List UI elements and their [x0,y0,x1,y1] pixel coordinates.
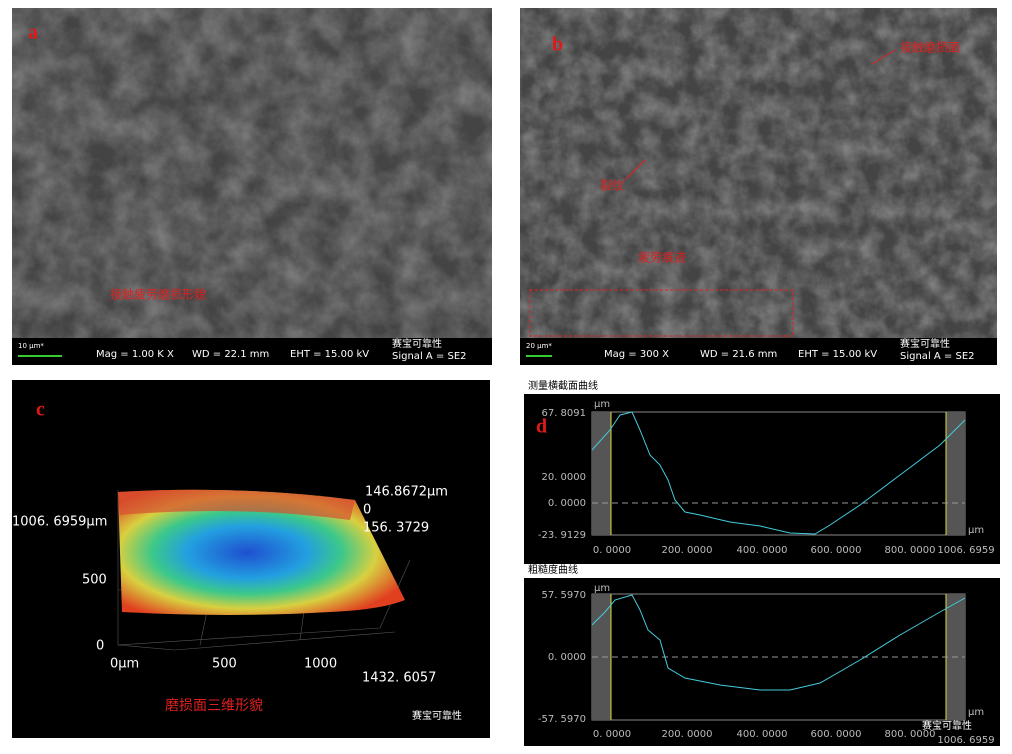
axis-label: 0 [363,503,371,518]
x-tick-label: 800. 0000 [885,545,936,556]
axis-label: 0 [96,639,104,654]
panel-letter: b [552,34,563,56]
plot-title: 测量横截面曲线 [528,379,598,392]
x-tick-label: 800. 0000 [885,729,936,740]
highlight-box [529,289,794,337]
watermark: 赛宝可靠性 [392,337,442,350]
x-tick-label: 200. 0000 [662,729,713,740]
shade [592,594,611,720]
panel-c: c 146.8672µm 0 156. 3729 1006. 6959µm 50… [12,380,490,738]
panel-a: a 接触疲劳磨损形貌 10 μm* Mag = 1.00 K X WD = 22… [12,8,492,365]
y-tick-label: -23. 9129 [538,530,586,541]
watermark: 赛宝可靠性 [922,719,972,732]
surface [118,489,405,615]
axis-label: 146.8672µm [365,485,448,500]
axis-label: 1000 [304,657,337,672]
axis-label: 156. 3729 [363,521,429,536]
wd: WD = 22.1 mm [192,349,269,360]
axis-label: 1006. 6959µm [12,515,107,530]
info-bar [520,338,997,365]
plot-title: 粗糙度曲线 [528,563,578,576]
x-tick-label: 1006. 6959 [937,735,994,746]
x-tick-label: 400. 0000 [737,729,788,740]
y-tick-label: 20. 0000 [541,472,586,483]
signal: Signal A = SE2 [900,351,975,362]
x-tick-label: 0. 0000 [593,729,631,740]
panel-letter: d [536,416,547,438]
arrow [624,159,646,181]
eht: EHT = 15.00 kV [290,349,369,360]
panel-b: b 接触磨损面 裂纹 疲劳痕迹 20 μm* Mag = 300 X WD = … [520,8,997,365]
eht: EHT = 15.00 kV [798,349,877,360]
signal: Signal A = SE2 [392,351,467,362]
profile-curve [591,411,966,535]
x-tick-label: 600. 0000 [811,545,862,556]
annotation: 裂纹 [600,179,624,193]
axis-label: 500 [82,573,107,588]
y-tick-label: 67. 8091 [541,408,586,419]
x-unit: µm [968,525,984,536]
x-tick-label: 0. 0000 [593,545,631,556]
axis-label: 1432. 6057 [362,671,436,686]
x-tick-label: 600. 0000 [811,729,862,740]
axis-label: 500 [212,657,237,672]
scale-label: 20 μm* [526,342,552,350]
sem-texture [12,8,492,338]
y-unit: µm [594,583,610,594]
wd: WD = 21.6 mm [700,349,777,360]
sem-texture [520,8,997,338]
annotation: 接触磨损面 [900,40,960,55]
x-tick-label: 400. 0000 [737,545,788,556]
surface-edge [118,489,355,520]
shade [946,412,965,535]
panel-letter: a [28,22,38,44]
shade [592,412,611,535]
watermark: 赛宝可靠性 [412,709,462,722]
mag: Mag = 1.00 K X [96,349,174,360]
y-tick-label: 0. 0000 [548,652,586,663]
watermark: 赛宝可靠性 [900,337,950,350]
plot-area [591,411,966,536]
panel-d: 测量横截面曲线 d µm 67. 8091 20. 0000 0. 0000 -… [524,379,1000,746]
y-tick-label: -57. 5970 [538,714,586,725]
panel-letter: c [36,399,45,421]
x-tick-label: 1006. 6959 [937,545,994,556]
y-tick-label: 0. 0000 [548,498,586,509]
annotation: 接触疲劳磨损形貌 [110,287,206,302]
profile-curve [591,594,966,691]
axis-label: 0µm [110,657,139,672]
x-unit: µm [968,707,984,718]
caption: 磨损面三维形貌 [165,698,263,714]
annotation: 疲劳痕迹 [638,250,686,265]
mag: Mag = 300 X [604,349,669,360]
y-tick-label: 57. 5970 [541,590,586,601]
info-bar [12,338,492,365]
y-unit: µm [594,399,610,410]
scale-label: 10 μm* [18,342,44,350]
x-tick-label: 200. 0000 [662,545,713,556]
arrow [871,49,896,65]
